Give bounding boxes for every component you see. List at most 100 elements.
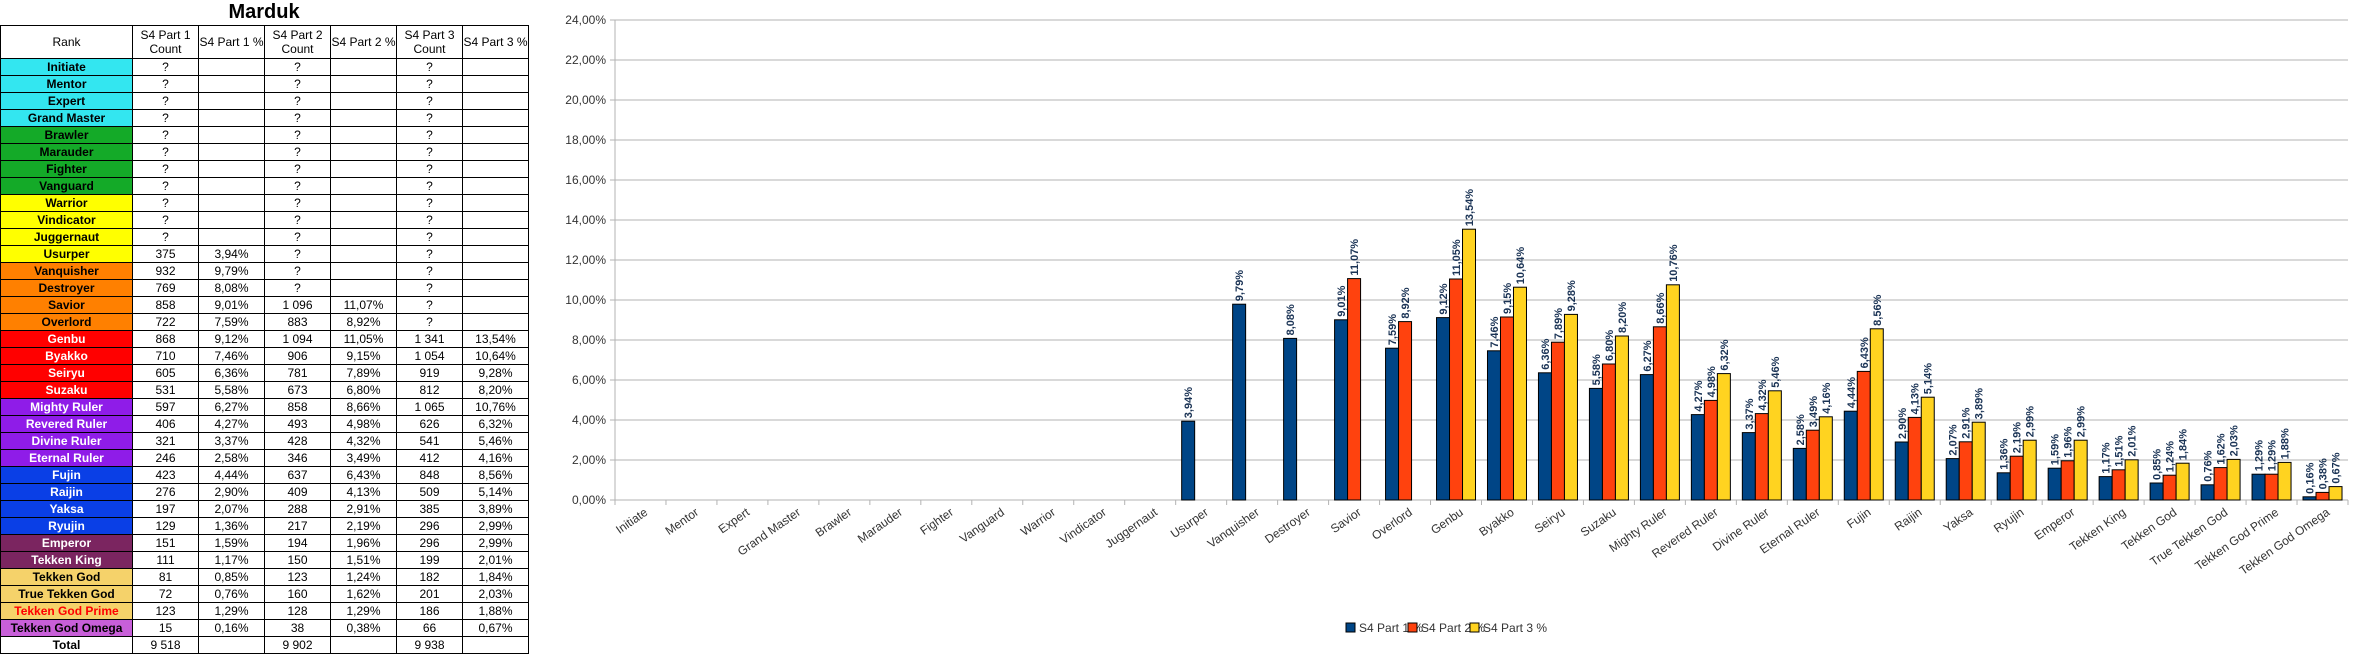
value-cell[interactable]: 346 (264, 449, 331, 467)
value-cell[interactable] (462, 177, 529, 195)
value-cell[interactable] (198, 194, 265, 212)
value-cell[interactable]: 217 (264, 517, 331, 535)
value-cell[interactable]: ? (396, 194, 463, 212)
value-cell[interactable]: 276 (132, 483, 199, 501)
value-cell[interactable]: 8,66% (330, 398, 397, 416)
value-cell[interactable]: 9,01% (198, 296, 265, 314)
value-cell[interactable]: 13,54% (462, 330, 529, 348)
value-cell[interactable]: 0,85% (198, 568, 265, 586)
value-cell[interactable]: 375 (132, 245, 199, 263)
value-cell[interactable]: 509 (396, 483, 463, 501)
value-cell[interactable]: 597 (132, 398, 199, 416)
value-cell[interactable]: 3,94% (198, 245, 265, 263)
value-cell[interactable]: ? (264, 160, 331, 178)
value-cell[interactable]: 1,29% (330, 602, 397, 620)
value-cell[interactable]: 1,62% (330, 585, 397, 603)
total-value-cell[interactable]: 9 518 (132, 636, 199, 654)
rank-name-cell[interactable]: Seiryu (0, 364, 133, 382)
rank-name-cell[interactable]: Tekken King (0, 551, 133, 569)
value-cell[interactable]: 2,99% (462, 534, 529, 552)
rank-name-cell[interactable]: Brawler (0, 126, 133, 144)
value-cell[interactable] (330, 126, 397, 144)
value-cell[interactable]: ? (264, 245, 331, 263)
value-cell[interactable]: 406 (132, 415, 199, 433)
rank-name-cell[interactable]: Yaksa (0, 500, 133, 518)
value-cell[interactable] (462, 228, 529, 246)
value-cell[interactable]: 0,67% (462, 619, 529, 637)
value-cell[interactable]: 4,32% (330, 432, 397, 450)
rank-name-cell[interactable]: Mighty Ruler (0, 398, 133, 416)
value-cell[interactable]: 7,89% (330, 364, 397, 382)
value-cell[interactable] (462, 245, 529, 263)
value-cell[interactable]: 8,20% (462, 381, 529, 399)
value-cell[interactable]: 531 (132, 381, 199, 399)
value-cell[interactable] (462, 194, 529, 212)
value-cell[interactable]: 409 (264, 483, 331, 501)
rank-name-cell[interactable]: Overlord (0, 313, 133, 331)
value-cell[interactable]: ? (396, 245, 463, 263)
value-cell[interactable] (462, 143, 529, 161)
value-cell[interactable]: ? (396, 126, 463, 144)
value-cell[interactable] (198, 211, 265, 229)
value-cell[interactable]: 186 (396, 602, 463, 620)
value-cell[interactable]: 2,03% (462, 585, 529, 603)
total-value-cell[interactable] (198, 636, 265, 654)
value-cell[interactable]: 4,27% (198, 415, 265, 433)
value-cell[interactable]: 4,16% (462, 449, 529, 467)
value-cell[interactable]: ? (264, 75, 331, 93)
rank-name-cell[interactable]: Juggernaut (0, 228, 133, 246)
value-cell[interactable] (330, 245, 397, 263)
rank-name-cell[interactable]: Divine Ruler (0, 432, 133, 450)
value-cell[interactable]: ? (396, 262, 463, 280)
value-cell[interactable]: 38 (264, 619, 331, 637)
value-cell[interactable] (198, 109, 265, 127)
value-cell[interactable]: ? (396, 109, 463, 127)
value-cell[interactable]: 781 (264, 364, 331, 382)
value-cell[interactable]: 5,46% (462, 432, 529, 450)
value-cell[interactable]: 1,29% (198, 602, 265, 620)
value-cell[interactable]: 637 (264, 466, 331, 484)
value-cell[interactable]: 246 (132, 449, 199, 467)
value-cell[interactable] (198, 177, 265, 195)
value-cell[interactable] (198, 143, 265, 161)
header-rank[interactable]: Rank (0, 25, 133, 59)
value-cell[interactable]: ? (132, 92, 199, 110)
value-cell[interactable]: ? (396, 279, 463, 297)
value-cell[interactable]: ? (264, 194, 331, 212)
rank-name-cell[interactable]: Marauder (0, 143, 133, 161)
value-cell[interactable]: 868 (132, 330, 199, 348)
total-value-cell[interactable]: 9 938 (396, 636, 463, 654)
value-cell[interactable]: 15 (132, 619, 199, 637)
value-cell[interactable]: 197 (132, 500, 199, 518)
value-cell[interactable]: 1,36% (198, 517, 265, 535)
value-cell[interactable]: 1 054 (396, 347, 463, 365)
value-cell[interactable]: 194 (264, 534, 331, 552)
value-cell[interactable]: 769 (132, 279, 199, 297)
value-cell[interactable]: 321 (132, 432, 199, 450)
value-cell[interactable]: 0,38% (330, 619, 397, 637)
value-cell[interactable]: ? (264, 262, 331, 280)
value-cell[interactable]: 128 (264, 602, 331, 620)
value-cell[interactable]: 160 (264, 585, 331, 603)
value-cell[interactable]: ? (396, 75, 463, 93)
value-cell[interactable]: ? (396, 92, 463, 110)
value-cell[interactable]: ? (396, 296, 463, 314)
value-cell[interactable]: 296 (396, 517, 463, 535)
rank-name-cell[interactable]: Fighter (0, 160, 133, 178)
value-cell[interactable]: ? (132, 228, 199, 246)
value-cell[interactable]: 8,92% (330, 313, 397, 331)
value-cell[interactable]: 1 094 (264, 330, 331, 348)
value-cell[interactable]: 150 (264, 551, 331, 569)
value-cell[interactable] (462, 160, 529, 178)
rank-name-cell[interactable]: Expert (0, 92, 133, 110)
value-cell[interactable]: 3,89% (462, 500, 529, 518)
header-p2-pct[interactable]: S4 Part 2 % (330, 25, 397, 59)
value-cell[interactable]: 4,44% (198, 466, 265, 484)
value-cell[interactable] (462, 296, 529, 314)
value-cell[interactable]: 72 (132, 585, 199, 603)
value-cell[interactable] (462, 262, 529, 280)
value-cell[interactable]: 848 (396, 466, 463, 484)
value-cell[interactable] (330, 75, 397, 93)
value-cell[interactable]: 11,07% (330, 296, 397, 314)
value-cell[interactable] (330, 194, 397, 212)
